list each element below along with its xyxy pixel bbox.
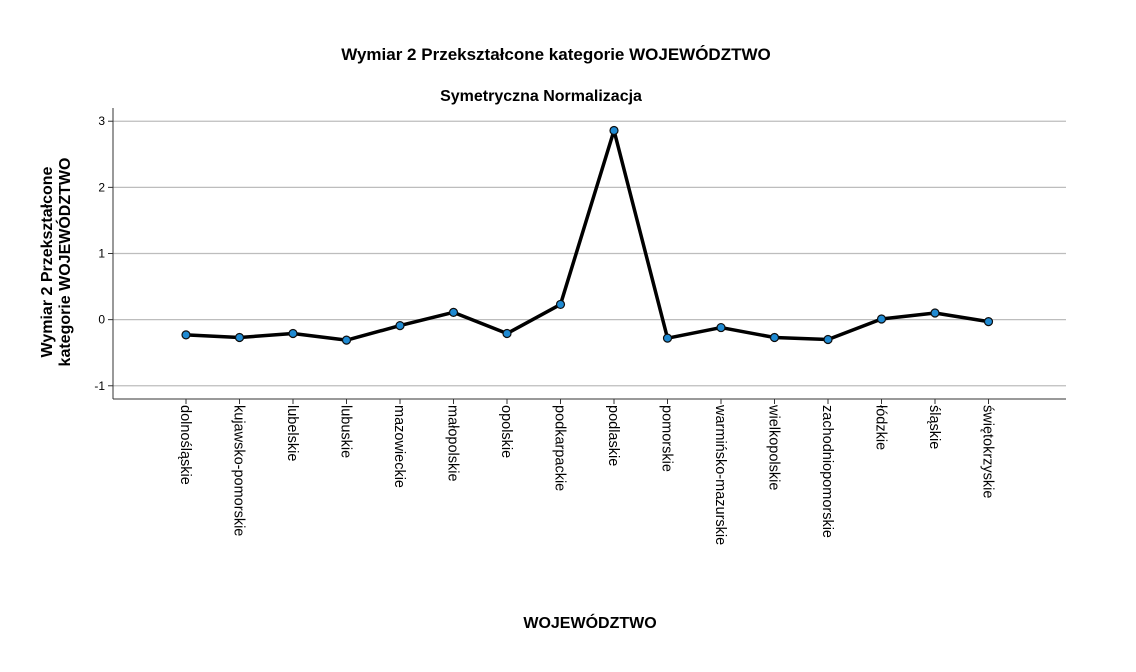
chart-title: Wymiar 2 Przekształcone kategorie WOJEWÓ…	[341, 45, 771, 64]
data-point	[555, 299, 566, 310]
x-category-label: małopolskie	[445, 405, 461, 482]
x-category-label: lubelskie	[284, 405, 300, 461]
x-category-label: opolskie	[498, 405, 514, 458]
data-point	[448, 307, 459, 317]
x-category-label: warmińsko-mazurskie	[712, 404, 728, 545]
data-point	[662, 333, 673, 343]
x-category-label: świętokrzyskie	[980, 405, 996, 498]
x-category-label: dolnośląskie	[177, 405, 193, 485]
data-point	[983, 317, 994, 327]
data-point	[288, 328, 298, 339]
y-axis-title-line-2: kategorie WOJEWÓDZTWO	[55, 158, 74, 367]
axes	[108, 108, 1066, 404]
series-line	[185, 128, 989, 342]
x-category-labels: dolnośląskie kujawsko-pomorskie lubelskie l…	[177, 404, 996, 545]
data-point	[395, 320, 405, 331]
data-point	[609, 125, 619, 136]
x-category-label: zachodniopomorskie	[819, 405, 835, 538]
data-point	[930, 308, 940, 318]
x-category-label: podkarpackie	[552, 405, 568, 491]
x-category-label: pomorskie	[659, 405, 675, 472]
data-point	[341, 335, 352, 345]
data-point	[234, 332, 245, 343]
x-category-label: lubuskie	[338, 405, 354, 458]
data-point	[181, 330, 191, 340]
x-axis-title: WOJEWÓDZTWO	[523, 613, 656, 632]
data-point	[502, 328, 512, 339]
x-category-label: podlaskie	[605, 405, 621, 466]
y-tick-label: 1	[98, 247, 105, 261]
x-category-label: kujawsko-pomorskie	[231, 405, 247, 536]
x-category-label: mazowieckie	[391, 405, 407, 488]
data-point	[716, 322, 726, 333]
x-category-label: wielkopolskie	[766, 404, 782, 490]
y-axis-title: Wymiar 2 Przekształcone kategorie WOJEWÓ…	[39, 158, 74, 367]
data-point	[876, 314, 887, 324]
y-tick-label: 0	[98, 313, 105, 327]
y-axis-title-line-1: Wymiar 2 Przekształcone	[39, 166, 56, 357]
data-point	[823, 334, 833, 345]
x-category-label: śląskie	[926, 405, 942, 449]
chart-subtitle: Symetryczna Normalizacja	[440, 88, 642, 105]
data-point	[769, 332, 780, 343]
y-tick-label: 3	[98, 114, 105, 128]
y-tick-label: 2	[98, 180, 105, 194]
gridlines	[113, 120, 1066, 387]
y-tick-labels: -1 0 1 2 3	[94, 114, 105, 393]
x-category-label: łódzkie	[873, 405, 889, 450]
data-series	[181, 125, 994, 345]
y-tick-label: -1	[94, 379, 105, 393]
